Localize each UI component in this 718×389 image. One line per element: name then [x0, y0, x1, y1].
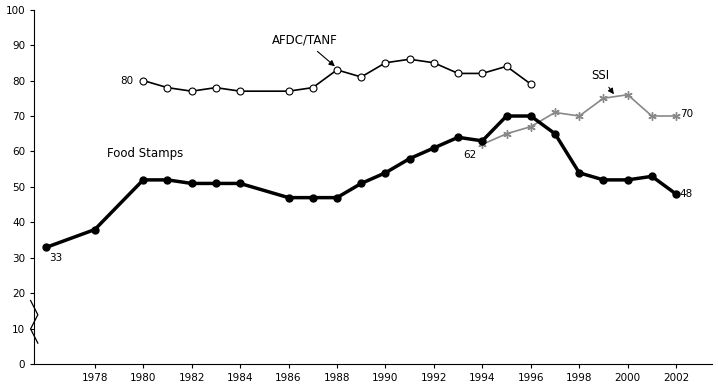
Text: Food Stamps: Food Stamps — [107, 147, 183, 160]
Text: 33: 33 — [49, 252, 62, 263]
Text: 70: 70 — [680, 109, 693, 119]
Text: 48: 48 — [680, 189, 693, 199]
Text: 62: 62 — [463, 150, 476, 160]
Text: SSI: SSI — [592, 69, 613, 93]
Text: AFDC/TANF: AFDC/TANF — [271, 34, 337, 65]
Text: 80: 80 — [121, 75, 134, 86]
